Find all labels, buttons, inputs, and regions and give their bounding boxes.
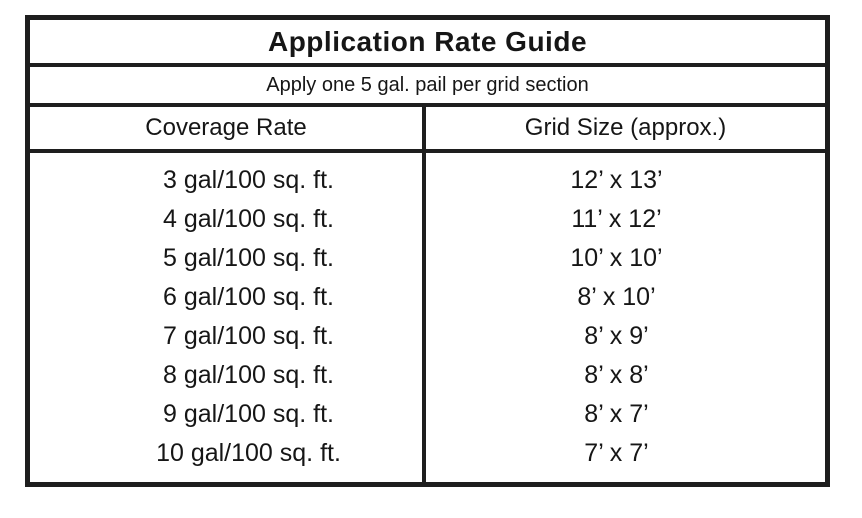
grid-size-cell: 11’ x 12’	[571, 205, 662, 233]
grid-size-cell: 8’ x 7’	[584, 400, 649, 428]
grid-size-column: 12’ x 13’ 11’ x 12’ 10’ x 10’ 8’ x 10’ 8…	[426, 153, 825, 482]
grid-size-cell: 8’ x 9’	[584, 322, 649, 350]
coverage-rate-cell: 4 gal/100 sq. ft.	[163, 205, 334, 233]
coverage-rate-cell: 6 gal/100 sq. ft.	[163, 283, 334, 311]
grid-size-cell: 12’ x 13’	[570, 166, 663, 194]
table-title: Application Rate Guide	[30, 20, 825, 67]
table-subtitle: Apply one 5 gal. pail per grid section	[30, 67, 825, 107]
coverage-rate-cell: 8 gal/100 sq. ft.	[163, 361, 334, 389]
column-header-coverage-rate: Coverage Rate	[30, 107, 426, 149]
grid-size-cell: 10’ x 10’	[570, 244, 663, 272]
grid-size-cell: 8’ x 8’	[584, 361, 649, 389]
grid-size-cell: 7’ x 7’	[584, 439, 649, 467]
table-header-row: Coverage Rate Grid Size (approx.)	[30, 107, 825, 153]
coverage-rate-cell: 5 gal/100 sq. ft.	[163, 244, 334, 272]
coverage-rate-cell: 10 gal/100 sq. ft.	[156, 439, 341, 467]
application-rate-guide-table: Application Rate Guide Apply one 5 gal. …	[25, 15, 830, 487]
coverage-rate-cell: 7 gal/100 sq. ft.	[163, 322, 334, 350]
grid-size-cell: 8’ x 10’	[577, 283, 656, 311]
column-header-grid-size: Grid Size (approx.)	[524, 114, 727, 141]
table-body: 3 gal/100 sq. ft. 4 gal/100 sq. ft. 5 ga…	[30, 153, 825, 482]
coverage-rate-cell: 9 gal/100 sq. ft.	[163, 400, 334, 428]
coverage-rate-cell: 3 gal/100 sq. ft.	[163, 166, 334, 194]
coverage-rate-column: 3 gal/100 sq. ft. 4 gal/100 sq. ft. 5 ga…	[30, 153, 426, 482]
